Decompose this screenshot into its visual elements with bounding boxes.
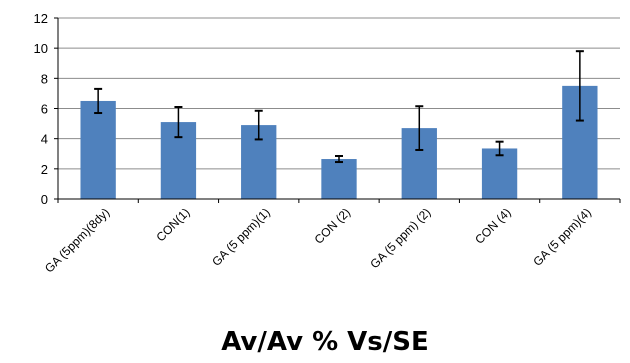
bar — [321, 159, 357, 199]
error-bar — [254, 109, 263, 141]
x-category-label: CON (2) — [312, 205, 353, 246]
bars — [80, 85, 598, 199]
grid-lines — [58, 17, 620, 170]
error-bar — [94, 87, 103, 115]
y-tick-label: 8 — [41, 71, 48, 86]
error-bar — [174, 105, 183, 139]
y-tick-label: 12 — [34, 11, 48, 26]
x-category-label: CON (4) — [472, 205, 513, 246]
y-tick-label: 4 — [41, 132, 48, 147]
y-tick-label: 2 — [41, 162, 48, 177]
error-bars — [94, 50, 584, 164]
error-bar — [575, 50, 584, 122]
error-bar — [415, 105, 424, 151]
y-tick-label: 6 — [41, 102, 48, 117]
bar — [481, 148, 518, 199]
y-tick-label: 0 — [41, 192, 48, 207]
y-tick-label: 10 — [34, 41, 48, 56]
x-axis-categories: GA (5ppm)(8dy) CON(1) GA (5 ppm)(1) CON (2)… — [42, 205, 594, 275]
x-category-label: GA (5ppm)(8dy) — [42, 205, 112, 275]
x-axis-title: Av/Av % Vs/SE — [221, 327, 429, 357]
x-category-label: GA (5 ppm)(4) — [530, 205, 594, 269]
bar — [80, 100, 116, 199]
x-category-label: CON(1) — [153, 205, 192, 244]
x-axis — [57, 18, 621, 203]
error-bar — [335, 155, 343, 164]
y-axis-ticks: 0 2 4 6 8 10 12 — [34, 11, 58, 207]
error-bar — [495, 140, 504, 157]
x-category-label: GA (5 ppm) (2) — [367, 205, 433, 271]
x-category-label: GA (5 ppm)(1) — [209, 205, 273, 269]
